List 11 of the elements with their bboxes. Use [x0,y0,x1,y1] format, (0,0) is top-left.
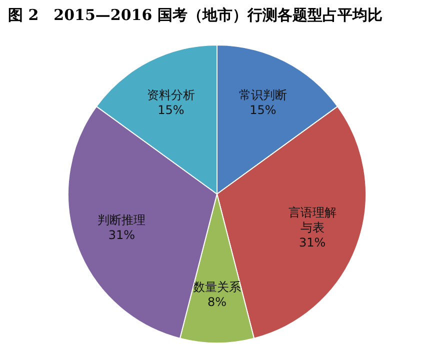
slice-label: 数量关系 [193,280,241,294]
data-label: 15% [250,104,276,118]
data-label: 15% [158,104,184,118]
slice-label: 资料分析 [147,88,195,103]
data-label: 8% [207,295,227,310]
data-label: 31% [298,236,326,250]
slice-label: 言语理解与表 [288,206,336,235]
data-label: 31% [108,228,136,242]
chart-title: 图 2 2015—2016 国考（地市）行测各题型占平均比 [8,6,382,24]
slice-label: 判断推理 [98,213,146,228]
slice-label: 常识判断 [239,88,287,103]
